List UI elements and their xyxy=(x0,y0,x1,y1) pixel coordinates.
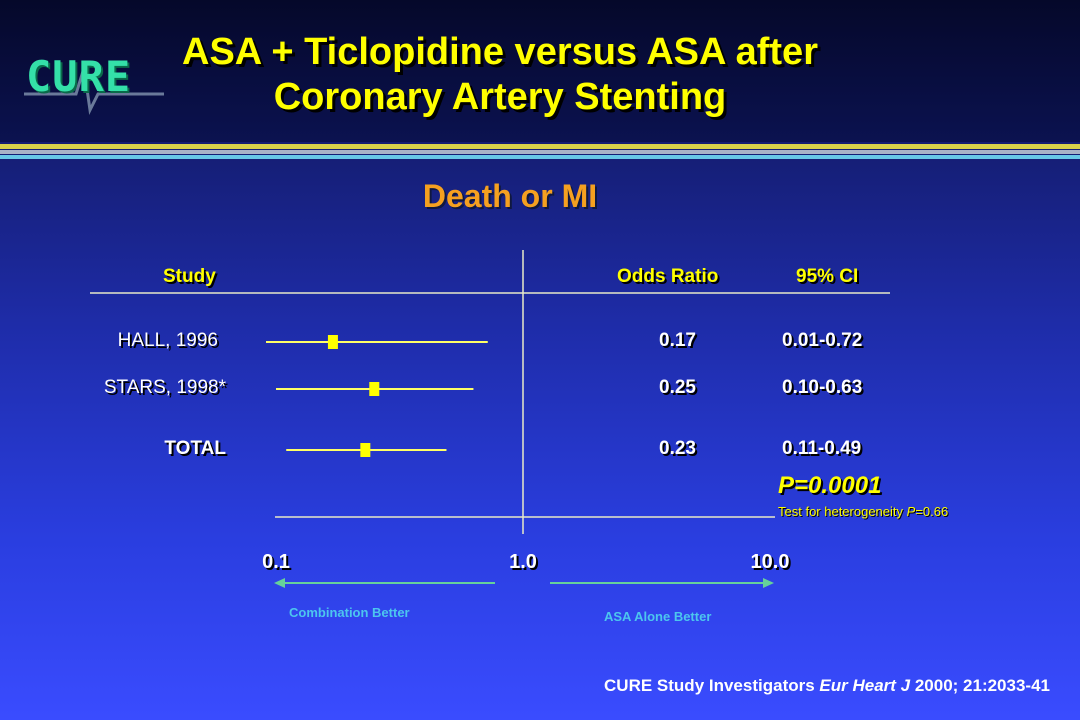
title-line-1: ASA + Ticlopidine versus ASA after xyxy=(182,31,818,73)
odds-ratio-value: 0.23 xyxy=(659,438,696,459)
citation-journal: Eur Heart J xyxy=(819,676,911,695)
title-line-2: Coronary Artery Stenting xyxy=(273,76,727,118)
page-title: ASA + Ticlopidine versus ASA after Coron… xyxy=(150,30,850,120)
cure-logo: CURE xyxy=(24,48,164,118)
direction-label-right: ASA Alone Better xyxy=(604,609,712,624)
header-rule-gray xyxy=(0,150,1080,154)
column-header-study: Study xyxy=(163,266,216,287)
ci-value: 0.11-0.49 xyxy=(782,438,862,459)
ci-value: 0.01-0.72 xyxy=(782,330,863,351)
p-value: P=0.0001 xyxy=(778,472,882,499)
chart-subtitle: Death or MI xyxy=(422,178,598,214)
arrow-right-head xyxy=(763,578,774,588)
x-tick-1: 1.0 xyxy=(509,551,537,573)
or-markers xyxy=(327,335,380,457)
study-label: TOTAL xyxy=(164,438,226,459)
heterogeneity-test: Test for heterogeneity P=0.66 xyxy=(778,504,948,519)
logo-ecg-trace xyxy=(24,67,164,115)
heterogeneity-p: P xyxy=(906,504,916,519)
x-tick-0: 0.1 xyxy=(262,551,290,573)
or-marker xyxy=(327,335,338,349)
arrow-left-head xyxy=(274,578,285,588)
header-rule-cyan xyxy=(0,155,1080,159)
header-band xyxy=(0,0,1080,142)
or-marker xyxy=(369,382,380,396)
logo-text: CURE xyxy=(26,52,132,101)
heterogeneity-suffix: =0.66 xyxy=(915,504,949,519)
odds-ratio-value: 0.25 xyxy=(659,377,696,398)
citation-details: 2000; 21:2033-41 xyxy=(910,676,1050,695)
x-tick-2: 10.0 xyxy=(750,551,790,573)
heterogeneity-prefix: Test for heterogeneity xyxy=(778,504,907,519)
header-rule-yellow xyxy=(0,144,1080,149)
column-header-odds-ratio: Odds Ratio xyxy=(617,266,719,287)
ci-value: 0.10-0.63 xyxy=(782,377,863,398)
or-marker xyxy=(360,443,371,457)
column-header-ci: 95% CI xyxy=(796,266,859,287)
odds-ratio-value: 0.17 xyxy=(659,330,696,351)
study-label: STARS, 1998* xyxy=(103,377,226,398)
study-label: HALL, 1996 xyxy=(117,330,218,351)
citation: CURE Study Investigators Eur Heart J 200… xyxy=(604,676,1050,696)
direction-label-left: Combination Better xyxy=(289,605,410,620)
citation-authors: CURE Study Investigators xyxy=(604,676,820,695)
